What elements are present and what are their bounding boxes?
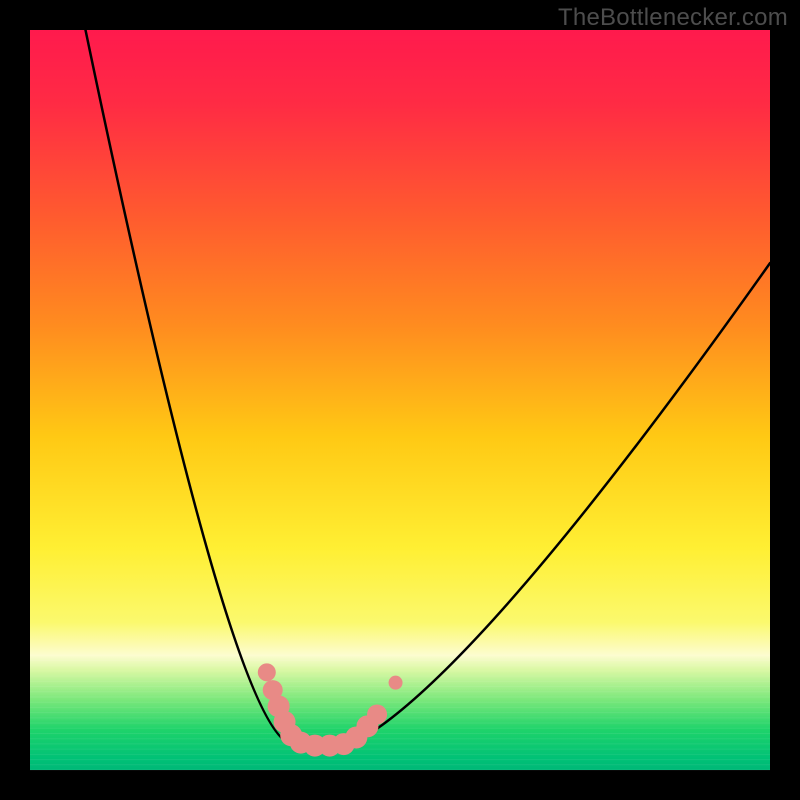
- plot-background: [30, 30, 770, 770]
- watermark-text: TheBottlenecker.com: [558, 4, 788, 32]
- chart-canvas: [0, 0, 800, 800]
